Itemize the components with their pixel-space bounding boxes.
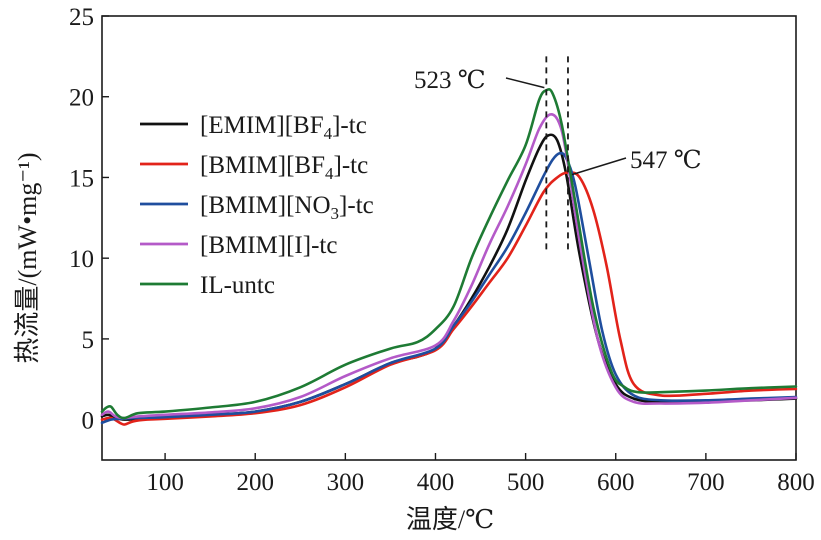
- y-tick-label: 5: [82, 327, 95, 354]
- legend-item-bmim-no3-tc: [BMIM][NO3]-tc: [140, 192, 374, 223]
- series-line-bmim-i-tc: [100, 112, 798, 420]
- legend-label: [EMIM][BF4]-tc: [200, 112, 367, 143]
- legend-label: IL-untc: [200, 272, 275, 299]
- legend-text-part: ]-tc: [332, 112, 367, 139]
- legend-text-part: ]-tc: [334, 152, 369, 179]
- series-line-bmim-bf4-tc: [100, 171, 798, 426]
- legend: [EMIM][BF4]-tc[BMIM][BF4]-tc[BMIM][NO3]-…: [140, 112, 374, 299]
- peak-label-547: 547 ℃: [630, 147, 702, 174]
- legend-label: [BMIM][BF4]-tc: [200, 152, 368, 183]
- legend-item-bmim-bf4-tc: [BMIM][BF4]-tc: [140, 152, 368, 183]
- legend-label: [BMIM][I]-tc: [200, 232, 337, 259]
- legend-text-part: [BMIM][NO: [200, 192, 331, 219]
- x-tick-label: 800: [777, 469, 815, 496]
- series-lines: [100, 88, 798, 426]
- y-tick-label: 20: [69, 85, 94, 112]
- legend-item-bmim-i-tc: [BMIM][I]-tc: [140, 232, 337, 259]
- y-tick-label: 0: [82, 408, 95, 435]
- plot-area: [101, 15, 797, 461]
- axis-ticks: 100 200 300 400 500 600 700 800 0 5 10 15 20 25: [69, 4, 815, 496]
- legend-text-part: IL-untc: [200, 272, 275, 299]
- legend-text-part: ]-tc: [339, 192, 374, 219]
- x-tick-label: 700: [687, 469, 725, 496]
- x-tick-label: 600: [597, 469, 635, 496]
- x-tick-label: 200: [236, 469, 274, 496]
- y-tick-label: 25: [69, 4, 94, 31]
- plot-border: [101, 15, 797, 461]
- annotations: 523 ℃ 547 ℃: [414, 67, 702, 176]
- x-tick-label: 400: [417, 469, 455, 496]
- legend-subscript: 4: [325, 164, 334, 183]
- legend-item-il-untc: IL-untc: [140, 272, 275, 299]
- y-tick-label: 15: [69, 165, 94, 192]
- series-line-bmim-no3-tc: [100, 151, 798, 425]
- x-tick-label: 300: [327, 469, 365, 496]
- legend-text-part: [BMIM][BF: [200, 152, 325, 179]
- legend-subscript: 3: [331, 204, 340, 223]
- x-axis-title: 温度/℃: [406, 505, 494, 534]
- y-axis-title: 热流量/(mW•mg⁻¹): [13, 152, 42, 363]
- y-tick-label: 10: [69, 246, 94, 273]
- x-tick-label: 500: [507, 469, 545, 496]
- peak-label-523: 523 ℃: [414, 67, 486, 94]
- legend-label: [BMIM][NO3]-tc: [200, 192, 374, 223]
- peak-leader-547: [571, 157, 627, 176]
- series-line-il-untc: [100, 88, 798, 420]
- x-tick-label: 100: [146, 469, 184, 496]
- peak-leader-523: [505, 77, 545, 89]
- legend-subscript: 4: [324, 124, 333, 143]
- legend-item-emim-bf4-tc: [EMIM][BF4]-tc: [140, 112, 367, 143]
- legend-text-part: [EMIM][BF: [200, 112, 324, 139]
- legend-text-part: [BMIM][I]-tc: [200, 232, 337, 259]
